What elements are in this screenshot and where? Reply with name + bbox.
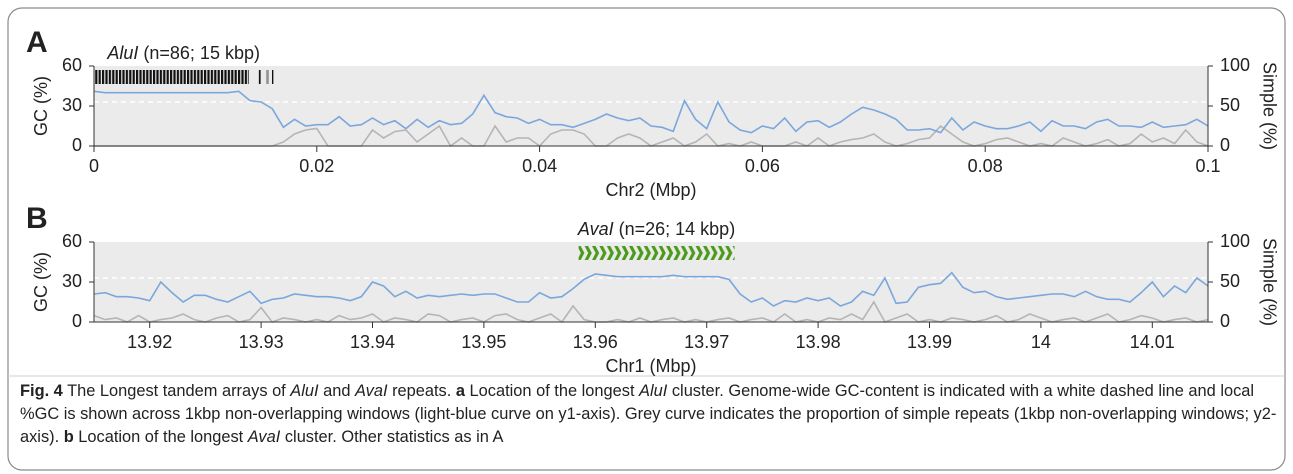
x-axis-label: Chr2 (Mbp): [605, 180, 696, 200]
annotation-part: (n=26; 14 kbp): [614, 219, 736, 239]
y2-tick-label: 50: [1220, 271, 1240, 291]
x-tick-label: 0.02: [299, 156, 334, 176]
y2-axis-label: Simple (%): [1259, 62, 1279, 150]
x-tick-label: 14.01: [1130, 332, 1175, 352]
annotation-part: AluI: [106, 43, 138, 63]
repeat-block: [271, 70, 274, 84]
caption-text: Location of the longest: [465, 382, 640, 400]
repeat-block: [266, 70, 269, 84]
caption-text: and: [318, 382, 356, 400]
x-tick-label: 13.97: [684, 332, 729, 352]
y2-tick-label: 0: [1220, 135, 1230, 155]
y-axis-label: GC (%): [31, 252, 51, 312]
y2-tick-label: 100: [1220, 55, 1250, 75]
x-tick-label: 13.96: [573, 332, 618, 352]
caption-text: cluster. Other statistics as in A: [280, 428, 504, 446]
y-axis-label: GC (%): [31, 76, 51, 136]
x-tick-label: 14: [1031, 332, 1051, 352]
y2-tick-label: 100: [1220, 231, 1250, 251]
x-tick-label: 13.93: [239, 332, 284, 352]
y-tick-label: 30: [62, 271, 82, 291]
panel-label: A: [26, 26, 48, 59]
y-tick-label: 60: [62, 55, 82, 75]
caption-text: Location of the longest: [73, 428, 248, 446]
x-tick-label: 0: [89, 156, 99, 176]
caption-text: repeats.: [387, 382, 456, 400]
annotation-part: (n=86; 15 kbp): [138, 43, 260, 63]
repeat-block: [258, 70, 262, 84]
caption-text: cluster. Genome-wide GC-content is indic…: [20, 382, 1277, 446]
repeat-block: [578, 246, 735, 260]
annotation-part: AvaI: [577, 219, 614, 239]
x-tick-label: 13.99: [907, 332, 952, 352]
x-tick-label: 0.04: [522, 156, 557, 176]
frame: [7, 7, 1286, 471]
caption-text: AvaI: [355, 382, 388, 400]
caption-label: a: [455, 382, 465, 400]
x-tick-label: 13.92: [127, 332, 172, 352]
x-tick-label: 0.08: [968, 156, 1003, 176]
y-tick-label: 0: [72, 135, 82, 155]
x-tick-label: 13.94: [350, 332, 395, 352]
x-tick-label: 13.98: [796, 332, 841, 352]
panel-label: B: [26, 202, 48, 235]
series-line: [93, 90, 1209, 134]
caption-text: AluI: [639, 382, 668, 400]
annotation: AluI (n=86; 15 kbp): [106, 43, 260, 63]
caption: Fig. 4 The Longest tandem arrays of AluI…: [20, 380, 1278, 449]
y2-axis-label: Simple (%): [1259, 238, 1279, 326]
plot-area: [94, 66, 1208, 146]
caption-label: b: [63, 428, 74, 446]
repeat-block: [94, 70, 249, 84]
x-tick-label: 13.95: [461, 332, 506, 352]
y-tick-label: 0: [72, 311, 82, 331]
annotation: AvaI (n=26; 14 kbp): [577, 219, 735, 239]
y-tick-label: 60: [62, 231, 82, 251]
y2-tick-label: 0: [1220, 311, 1230, 331]
caption-text: AluI: [290, 382, 319, 400]
x-tick-label: 0.06: [745, 156, 780, 176]
series-line: [93, 271, 1209, 307]
y-tick-label: 30: [62, 95, 82, 115]
caption-label: Fig. 4: [20, 382, 63, 400]
caption-text: The Longest tandem arrays of: [62, 382, 291, 400]
caption-text: AvaI: [247, 428, 281, 446]
x-tick-label: 0.1: [1195, 156, 1220, 176]
x-axis-label: Chr1 (Mbp): [605, 356, 696, 376]
y2-tick-label: 50: [1220, 95, 1240, 115]
